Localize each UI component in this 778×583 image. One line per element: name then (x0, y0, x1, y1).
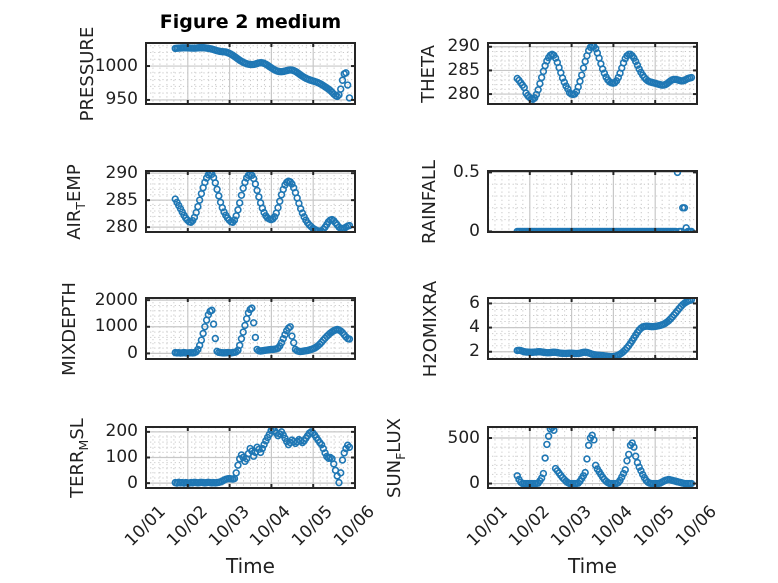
axes-spines (145, 42, 356, 105)
terr-msl-series (171, 427, 354, 487)
h2omixra-ytick-label: 6 (469, 292, 480, 313)
rainfall-ytick-label: 0 (469, 220, 480, 241)
air-temp-ytick-label: 290 (105, 162, 138, 183)
h2omixra-ytick-label: 4 (469, 317, 480, 338)
air-temp-ylabel-subscript: T (73, 201, 88, 210)
rainfall-series (513, 171, 696, 232)
mixdepth-ytick-label: 2000 (94, 289, 138, 310)
air-temp-ytick-label: 280 (105, 216, 138, 237)
sun-flux-ytick-label: 500 (447, 427, 480, 448)
sun-flux-ytick-label: 0 (469, 473, 480, 494)
pressure-ytick-label: 950 (105, 89, 138, 110)
theta-ytick-label: 290 (447, 36, 480, 57)
mixdepth-plot-canvas (145, 297, 356, 360)
sun-flux-plot-canvas (487, 426, 698, 489)
mixdepth-ytick-label: 1000 (94, 316, 138, 337)
h2omixra-ytick-label: 2 (469, 341, 480, 362)
x-axis-label-left: Time (226, 554, 275, 578)
mixdepth-series (171, 304, 354, 357)
h2omixra-plot-canvas (487, 297, 698, 360)
axes-spines (487, 170, 698, 233)
air-temp-ytick-label: 285 (105, 189, 138, 210)
terr-msl-plot-canvas (145, 426, 356, 489)
axes-spines (145, 426, 356, 489)
axes-spines (145, 170, 356, 233)
theta-ytick-label: 280 (447, 83, 480, 104)
x-axis-label-right: Time (568, 554, 617, 578)
air-temp-plot-canvas (145, 170, 356, 233)
theta-series (513, 43, 696, 103)
rainfall-plot-canvas (487, 170, 698, 233)
sun-flux-ylabel: SUNFLUX (384, 417, 408, 498)
axes-spines (487, 426, 698, 489)
theta-ytick-label: 285 (447, 59, 480, 80)
pressure-series (171, 43, 354, 102)
minor-grid (488, 171, 697, 232)
terr-msl-ylabel: TERRMSL (67, 417, 91, 498)
mixdepth-ytick-label: 0 (127, 342, 138, 363)
minor-grid (146, 43, 355, 104)
terr-msl-ytick-label: 200 (105, 421, 138, 442)
h2omixra-ylabel: H2OMIXRA (420, 280, 441, 377)
h2omixra-series (513, 298, 696, 359)
terr-msl-ytick-label: 0 (127, 472, 138, 493)
pressure-ytick-label: 1000 (94, 55, 138, 76)
sun-flux-series (513, 427, 696, 488)
theta-plot-canvas (487, 42, 698, 105)
major-grid (488, 298, 697, 359)
figure-title: Figure 2 medium (159, 11, 342, 33)
axes-spines (145, 297, 356, 360)
axes-spines (487, 42, 698, 105)
axes-spines (487, 297, 698, 360)
sun-flux-ylabel-subscript: F (393, 452, 408, 460)
minor-grid (488, 43, 697, 105)
terr-msl-ylabel-subscript: M (76, 439, 91, 450)
terr-msl-ytick-label: 100 (105, 447, 138, 467)
pressure-plot-canvas (145, 42, 356, 105)
air-temp-series (171, 171, 354, 232)
rainfall-ytick-label: 0.5 (452, 161, 480, 182)
